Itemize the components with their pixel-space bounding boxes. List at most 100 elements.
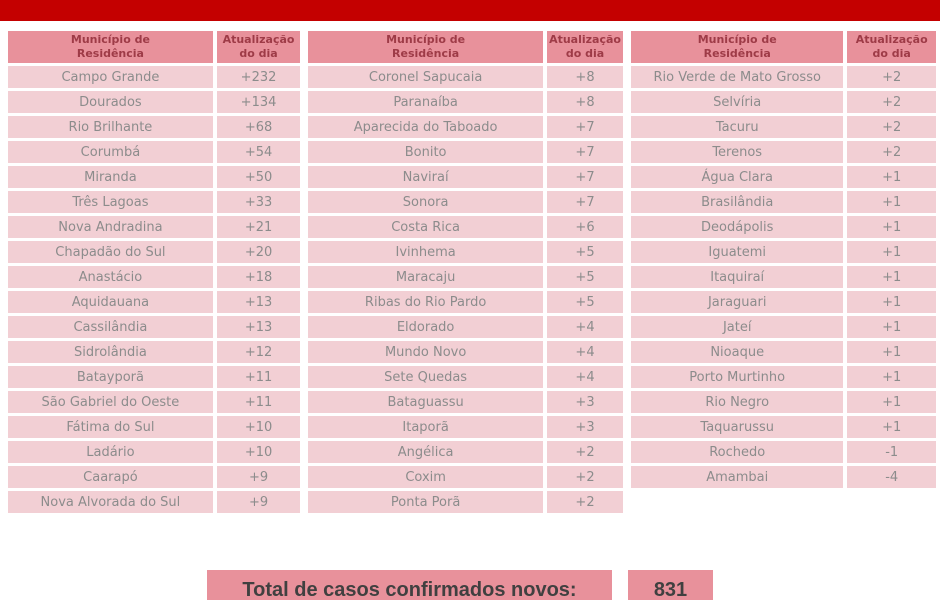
daily-update-cell: +4: [547, 341, 624, 363]
municipality-cell: Itaquiraí: [631, 266, 844, 288]
daily-update-cell: +50: [216, 166, 301, 188]
daily-update-cell: +1: [847, 366, 936, 388]
table-row: Ladário +10: [8, 441, 301, 463]
daily-update-cell: +7: [547, 141, 624, 163]
municipality-cell: Amambai: [631, 466, 844, 488]
daily-update-cell: +13: [216, 316, 301, 338]
daily-update-cell: +1: [847, 341, 936, 363]
municipality-cell: Rochedo: [631, 441, 844, 463]
table-row: Campo Grande +232: [8, 66, 301, 88]
table-row: Caarapó +9: [8, 466, 301, 488]
table-row: Coxim +2: [308, 466, 624, 488]
table-row: Ivinhema +5: [308, 241, 624, 263]
total-bar: Total de casos confirmados novos: 831: [207, 570, 940, 600]
municipality-cell: Jateí: [631, 316, 844, 338]
table-row: Iguatemi +1: [631, 241, 936, 263]
municipality-cell: Itaporã: [308, 416, 544, 438]
municipality-cell: Anastácio: [8, 266, 213, 288]
municipality-cell: Campo Grande: [8, 66, 213, 88]
table-row: Jaraguari +1: [631, 291, 936, 313]
daily-update-cell: +8: [547, 91, 624, 113]
municipality-cell: Rio Brilhante: [8, 116, 213, 138]
daily-update-cell: +5: [547, 241, 624, 263]
daily-update-cell: +2: [547, 441, 624, 463]
daily-update-cell: +20: [216, 241, 301, 263]
cases-table-1: Município de Residência Atualização do d…: [4, 28, 304, 516]
table-row: Miranda +50: [8, 166, 301, 188]
municipality-cell: Miranda: [8, 166, 213, 188]
municipality-cell: Costa Rica: [308, 216, 544, 238]
table-row: Itaquiraí +1: [631, 266, 936, 288]
municipality-cell: Aparecida do Taboado: [308, 116, 544, 138]
municipality-cell: Coronel Sapucaia: [308, 66, 544, 88]
table-row: Aparecida do Taboado +7: [308, 116, 624, 138]
municipality-cell: Naviraí: [308, 166, 544, 188]
municipality-cell: Angélica: [308, 441, 544, 463]
table-row: Sete Quedas +4: [308, 366, 624, 388]
table-row: Naviraí +7: [308, 166, 624, 188]
daily-update-cell: +11: [216, 366, 301, 388]
table-row: Angélica +2: [308, 441, 624, 463]
daily-update-cell: +3: [547, 416, 624, 438]
table-row: Ponta Porã +2: [308, 491, 624, 513]
municipality-cell: Ribas do Rio Pardo: [308, 291, 544, 313]
daily-update-cell: +1: [847, 166, 936, 188]
daily-update-cell: +10: [216, 441, 301, 463]
table-row: Rio Verde de Mato Grosso +2: [631, 66, 936, 88]
municipality-cell: Chapadão do Sul: [8, 241, 213, 263]
municipality-cell: Ladário: [8, 441, 213, 463]
table-row: Mundo Novo +4: [308, 341, 624, 363]
municipality-cell: Nioaque: [631, 341, 844, 363]
municipality-cell: Caarapó: [8, 466, 213, 488]
daily-update-cell: +11: [216, 391, 301, 413]
table-row: Três Lagoas +33: [8, 191, 301, 213]
municipality-cell: Nova Alvorada do Sul: [8, 491, 213, 513]
table-row: Itaporã +3: [308, 416, 624, 438]
daily-update-cell: +5: [547, 291, 624, 313]
table-row: Jateí +1: [631, 316, 936, 338]
table-row: Terenos +2: [631, 141, 936, 163]
municipality-cell: Rio Verde de Mato Grosso: [631, 66, 844, 88]
municipality-cell: Água Clara: [631, 166, 844, 188]
daily-update-cell: +12: [216, 341, 301, 363]
table-row: Bonito +7: [308, 141, 624, 163]
table-row: Sonora +7: [308, 191, 624, 213]
table-row: Ribas do Rio Pardo +5: [308, 291, 624, 313]
municipality-cell: Porto Murtinho: [631, 366, 844, 388]
daily-update-cell: +10: [216, 416, 301, 438]
municipality-cell: Cassilândia: [8, 316, 213, 338]
daily-update-cell: +232: [216, 66, 301, 88]
table-row: Nioaque +1: [631, 341, 936, 363]
daily-update-cell: +9: [216, 466, 301, 488]
daily-update-header: Atualização do dia: [547, 31, 624, 63]
daily-update-cell: +68: [216, 116, 301, 138]
municipality-cell: Batayporã: [8, 366, 213, 388]
daily-update-cell: +13: [216, 291, 301, 313]
daily-update-cell: +1: [847, 416, 936, 438]
municipality-cell: Bonito: [308, 141, 544, 163]
daily-update-cell: +1: [847, 316, 936, 338]
municipality-cell: Aquidauana: [8, 291, 213, 313]
daily-update-cell: +2: [847, 141, 936, 163]
table-row: Costa Rica +6: [308, 216, 624, 238]
daily-update-cell: +2: [847, 91, 936, 113]
municipality-cell: Sonora: [308, 191, 544, 213]
municipality-cell: Fátima do Sul: [8, 416, 213, 438]
table-row: Rio Negro +1: [631, 391, 936, 413]
table-row: Chapadão do Sul +20: [8, 241, 301, 263]
municipality-cell: Corumbá: [8, 141, 213, 163]
daily-update-cell: +6: [547, 216, 624, 238]
daily-update-header: Atualização do dia: [216, 31, 301, 63]
municipality-cell: Deodápolis: [631, 216, 844, 238]
municipality-cell: Brasilândia: [631, 191, 844, 213]
municipality-cell: Rio Negro: [631, 391, 844, 413]
daily-update-cell: +33: [216, 191, 301, 213]
table-body: Coronel Sapucaia +8 Paranaíba +8 Aparecida d…: [308, 66, 624, 513]
daily-update-cell: +1: [847, 216, 936, 238]
table-row: Brasilândia +1: [631, 191, 936, 213]
table-row: Maracaju +5: [308, 266, 624, 288]
table-row: Amambai -4: [631, 466, 936, 488]
table-row: Sidrolândia +12: [8, 341, 301, 363]
header-row: Município de Residência Atualização do d…: [631, 31, 936, 63]
table-row: Cassilândia +13: [8, 316, 301, 338]
